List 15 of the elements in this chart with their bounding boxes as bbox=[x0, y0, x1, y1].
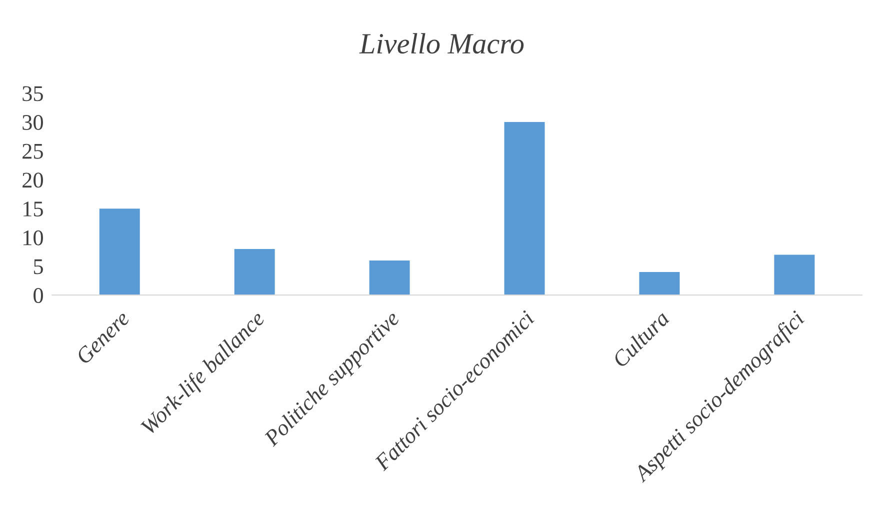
bar bbox=[639, 272, 680, 296]
bar bbox=[234, 248, 275, 296]
bar bbox=[774, 254, 815, 296]
bar bbox=[504, 122, 545, 296]
bar bbox=[99, 208, 140, 296]
y-tick-label: 10 bbox=[24, 230, 43, 246]
chart-title: Livello Macro bbox=[359, 33, 524, 54]
y-tick-label: 5 bbox=[34, 259, 43, 274]
y-tick-label: 20 bbox=[22, 172, 43, 188]
y-tick-label: 30 bbox=[22, 114, 43, 130]
y-tick-label: 0 bbox=[34, 288, 43, 304]
bar bbox=[369, 260, 410, 296]
y-tick-label: 15 bbox=[24, 202, 43, 217]
y-tick-label: 35 bbox=[22, 86, 43, 102]
y-tick-label: 25 bbox=[22, 144, 43, 159]
